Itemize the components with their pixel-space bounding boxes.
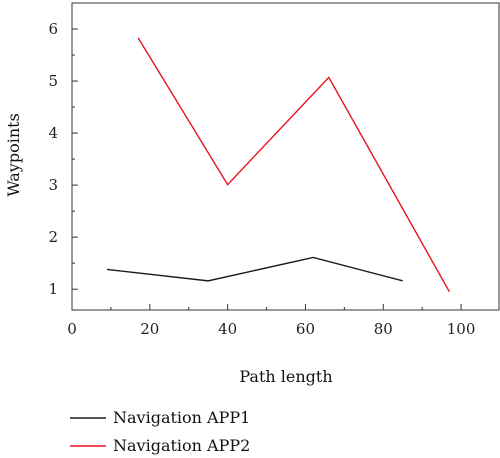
x-tick-label: 60 [296, 320, 315, 338]
y-tick-label: 1 [48, 280, 58, 298]
y-axis-title: Waypoints [4, 113, 23, 197]
y-tick-label: 2 [48, 228, 58, 246]
tick-labels: 0 20 40 60 80 100 1 2 3 4 5 6 [48, 20, 475, 338]
y-tick-label: 6 [48, 20, 58, 38]
legend-label-navigation-app1: Navigation APP1 [113, 408, 250, 427]
x-tick-label: 20 [140, 320, 159, 338]
x-tick-label: 80 [374, 320, 393, 338]
plot-frame [71, 2, 500, 311]
x-tick-label: 100 [447, 320, 476, 338]
series-line-navigation-app2 [137, 37, 451, 293]
legend: Navigation APP1 Navigation APP2 [70, 408, 250, 455]
y-tick-label: 3 [48, 176, 58, 194]
plot-axes [71, 2, 500, 311]
x-tick-label: 0 [67, 320, 77, 338]
y-tick-label: 4 [48, 124, 58, 142]
x-axis-title: Path length [239, 367, 332, 386]
legend-label-navigation-app2: Navigation APP2 [113, 436, 250, 455]
x-tick-label: 40 [218, 320, 237, 338]
series-lines [106, 37, 451, 293]
y-tick-label: 5 [48, 72, 58, 90]
series-line-navigation-app1 [106, 256, 403, 282]
